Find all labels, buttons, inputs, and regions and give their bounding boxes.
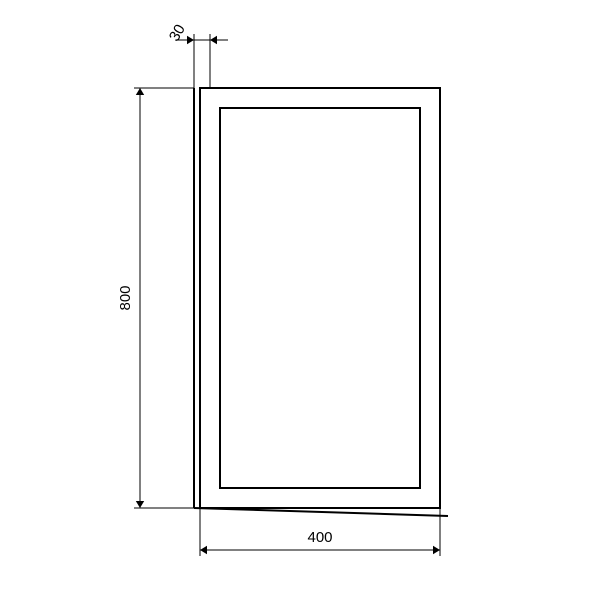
dim-height-label: 800 — [117, 285, 134, 310]
technical-drawing: 400 800 30 — [0, 0, 600, 600]
dim-width-label: 400 — [307, 529, 332, 546]
dim-depth-label: 30 — [166, 21, 189, 44]
